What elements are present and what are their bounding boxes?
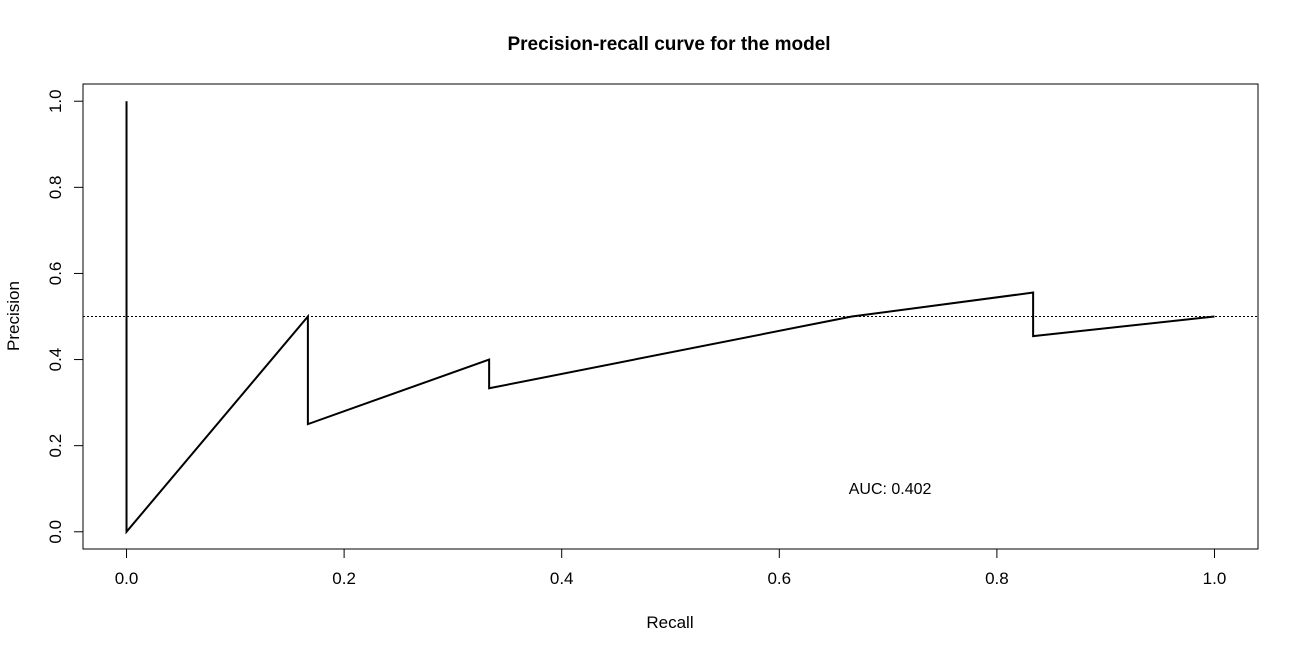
x-tick-label: 1.0 — [1203, 569, 1227, 588]
x-tick-label: 0.8 — [985, 569, 1009, 588]
x-tick-label: 0.6 — [767, 569, 791, 588]
auc-annotation: AUC: 0.402 — [849, 481, 932, 498]
y-tick-label: 0.2 — [46, 434, 65, 458]
x-tick-label: 0.4 — [550, 569, 574, 588]
y-tick-label: 0.0 — [46, 520, 65, 544]
x-tick-label: 0.2 — [332, 569, 356, 588]
y-tick-label: 0.8 — [46, 176, 65, 200]
y-axis-label: Precision — [4, 281, 23, 351]
x-tick-label: 0.0 — [115, 569, 139, 588]
x-axis: 0.0 0.2 0.4 0.6 0.8 1.0 — [115, 548, 1227, 588]
x-axis-label: Recall — [646, 613, 693, 632]
y-axis: 0.0 0.2 0.4 0.6 0.8 1.0 — [46, 89, 84, 544]
y-tick-label: 1.0 — [46, 89, 65, 113]
pr-curve-line — [125, 101, 1215, 535]
y-tick-label: 0.6 — [46, 262, 65, 286]
y-tick-label: 0.4 — [46, 348, 65, 372]
chart-title: Precision-recall curve for the model — [507, 34, 830, 55]
